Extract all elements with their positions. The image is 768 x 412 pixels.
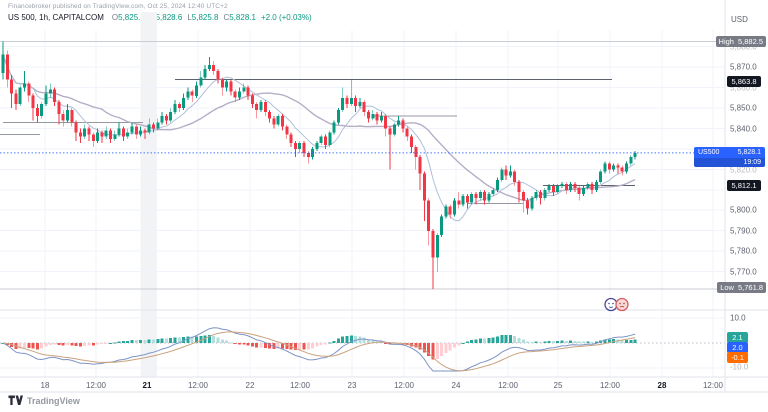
time-axis-label: 12:00 <box>289 381 311 390</box>
macd-value-badge: 2.0 <box>727 341 748 353</box>
macd-line <box>2 327 636 372</box>
time-axis-label: 21 <box>142 381 152 390</box>
symbol-title[interactable]: US 500, 1h, CAPITALCOM <box>8 13 104 22</box>
drawn-levels <box>0 79 635 204</box>
price-axis-label: -10.0 <box>730 362 749 372</box>
time-axis-label: 22 <box>245 381 255 390</box>
chip-symbol: US500 <box>698 149 720 156</box>
price-axis-label: 5,800.0 <box>730 205 757 215</box>
change-value: +2.0 (+0.03%) <box>260 13 312 22</box>
attribution-text: Financebroker published on TradingView.c… <box>8 3 228 10</box>
ohlc-open: O5,825.8 <box>111 13 145 22</box>
pane-separators <box>0 0 768 393</box>
price-axis-label: 5,790.0 <box>730 226 757 235</box>
time-axis-label: 12:00 <box>702 381 724 390</box>
candles-layer <box>1 41 637 289</box>
tradingview-logo-icon <box>8 395 23 405</box>
price-axis-label: 5,840.0 <box>730 124 757 133</box>
level-price-badge-1: 5,863.8 <box>727 75 761 87</box>
time-axis-label: 12:00 <box>85 381 107 390</box>
tradingview-logo-text: TradingView <box>27 395 80 406</box>
time-axis-label: 12:00 <box>497 381 519 390</box>
time-axis-label: 12:00 <box>393 381 415 390</box>
time-axis-label: 12:00 <box>187 381 209 390</box>
ohlc-close: C5,828.1 <box>223 13 256 22</box>
time-axis-label: 12:00 <box>599 381 621 390</box>
price-axis-label: 5,850.0 <box>730 103 757 113</box>
time-axis-label: 28 <box>657 381 667 390</box>
price-axis-label: 5,820.0 <box>730 165 757 174</box>
chip-countdown: 19:09 <box>694 158 765 167</box>
ohlc-low: L5,825.8 <box>187 13 219 22</box>
macd-value-badge: -0.1 <box>727 351 748 363</box>
price-axis-label: 5,770.0 <box>730 267 757 276</box>
time-axis-label: 24 <box>451 381 461 390</box>
tradingview-logo[interactable]: TradingView <box>8 395 80 406</box>
ma-fast-line <box>2 54 636 222</box>
price-axis-label: 5,860.0 <box>730 83 757 92</box>
high-low-lines <box>0 40 725 290</box>
price-axis-label: 5,780.0 <box>730 246 757 256</box>
last-price-badge: US500 5,828.1 19:09 <box>694 147 765 167</box>
level-price-badge-2: 5,812.1 <box>727 180 761 191</box>
time-axis-label: 18 <box>40 381 50 390</box>
ma-slow-line <box>2 54 636 202</box>
weekend-band <box>140 12 157 377</box>
price-axis-label: 5,870.0 <box>730 62 757 72</box>
high-price-badge: High 5,882.5 <box>715 36 766 47</box>
emoji-sticker[interactable] <box>604 297 629 312</box>
price-axis-label: 10.0 <box>730 313 746 323</box>
low-price-badge: Low 5,761.8 <box>717 282 766 293</box>
time-axis-label: 25 <box>553 381 563 390</box>
grid-lines <box>0 30 725 377</box>
macd-value-badge: 2.1 <box>727 331 748 343</box>
chip-price: 5,828.1 <box>737 149 761 156</box>
time-axis-label: 23 <box>347 381 357 390</box>
price-axis-currency: USD <box>731 15 748 24</box>
macd-signal-line <box>2 331 636 372</box>
